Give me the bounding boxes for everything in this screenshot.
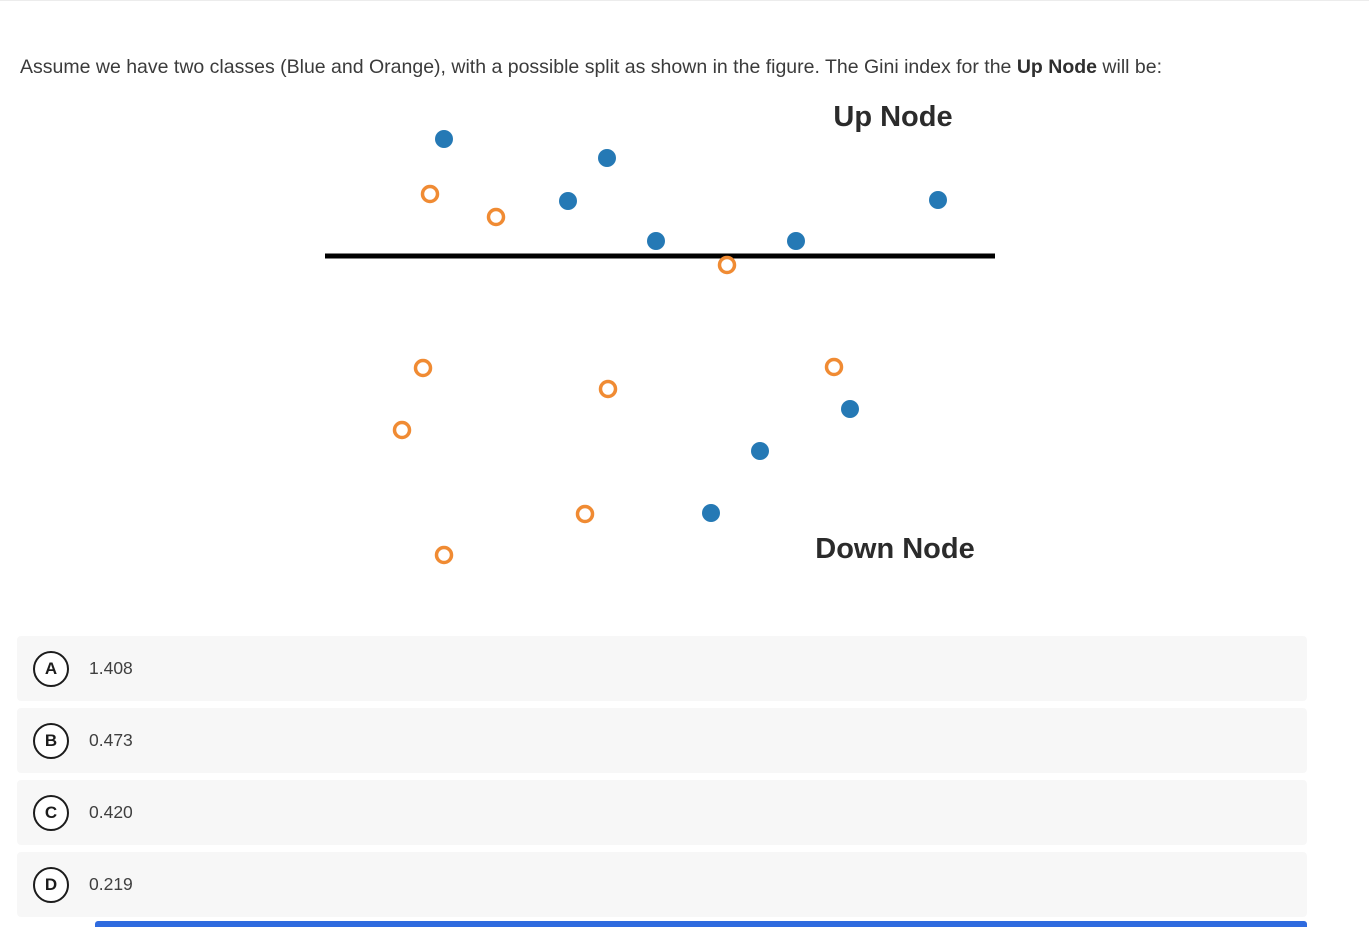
blue-point — [647, 232, 665, 250]
blue-point — [702, 504, 720, 522]
blue-point — [929, 191, 947, 209]
option-letter-badge: D — [33, 866, 69, 903]
orange-point — [413, 358, 433, 378]
answer-option-b[interactable]: B 0.473 — [17, 708, 1307, 773]
orange-point — [392, 420, 412, 440]
split-figure-svg: Up Node Down Node — [325, 101, 995, 565]
orange-point — [486, 207, 506, 227]
blue-point — [787, 232, 805, 250]
option-letter-badge: B — [33, 722, 69, 759]
split-figure: Up Node Down Node — [0, 76, 1100, 596]
blue-point — [559, 192, 577, 210]
answer-option-c[interactable]: C 0.420 — [17, 780, 1307, 845]
question-text: Assume we have two classes (Blue and Ora… — [20, 53, 1329, 81]
answer-option-a[interactable]: A 1.408 — [17, 636, 1307, 701]
answer-option-d[interactable]: D 0.219 — [17, 852, 1307, 917]
question-text-bold: Up Node — [1016, 55, 1097, 78]
bottom-bar[interactable] — [95, 921, 1307, 927]
down-node-label: Down Node — [815, 533, 975, 565]
question-text-after: will be: — [1097, 55, 1163, 78]
blue-point — [598, 149, 616, 167]
option-label: 0.420 — [89, 802, 133, 822]
question-text-before: Assume we have two classes (Blue and Ora… — [20, 55, 1017, 78]
option-label: 0.473 — [89, 730, 133, 750]
blue-point — [841, 400, 859, 418]
up-node-label: Up Node — [833, 101, 952, 133]
option-letter-badge: C — [33, 794, 69, 831]
answer-options: A 1.408 B 0.473 C 0.420 D 0.219 — [17, 636, 1307, 917]
orange-point — [420, 184, 440, 204]
option-letter-badge: A — [33, 650, 69, 687]
orange-point — [434, 545, 454, 565]
orange-point — [575, 504, 595, 524]
option-label: 1.408 — [89, 658, 133, 678]
orange-point — [598, 379, 618, 399]
blue-point — [751, 442, 769, 460]
blue-point — [435, 130, 453, 148]
option-label: 0.219 — [89, 874, 133, 894]
orange-point — [717, 255, 737, 275]
orange-point — [824, 357, 844, 377]
